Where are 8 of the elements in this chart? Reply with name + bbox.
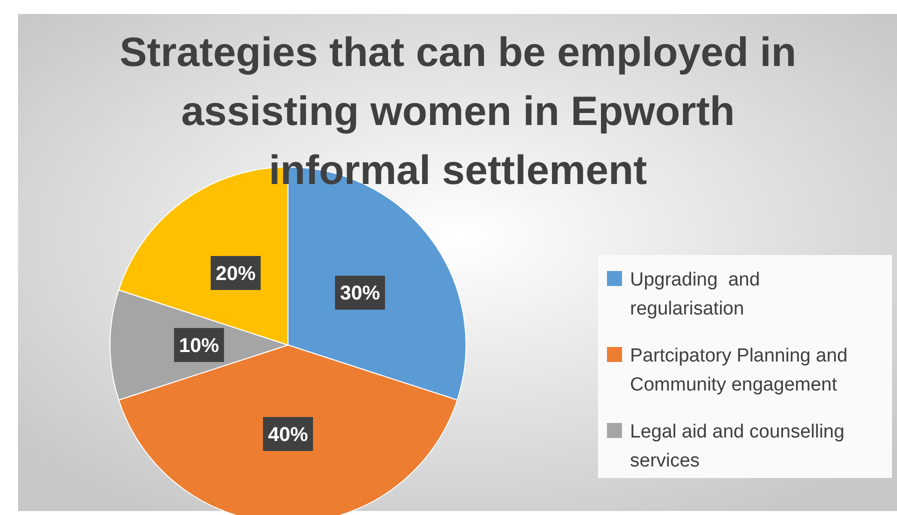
data-label: 10% [178, 335, 220, 357]
legend-label: Legal aid and counselling services [630, 422, 844, 472]
legend-label: Upgrading and regularisation [630, 270, 760, 320]
data-label: 40% [268, 424, 308, 446]
chart-title: Strategies that can be employed in assisting women in Epworth informal settlement [120, 29, 796, 193]
data-label: 30% [340, 282, 380, 305]
data-label: 20% [216, 262, 256, 285]
legend-label: Partcipatory Planning and Community engagement [630, 346, 848, 396]
